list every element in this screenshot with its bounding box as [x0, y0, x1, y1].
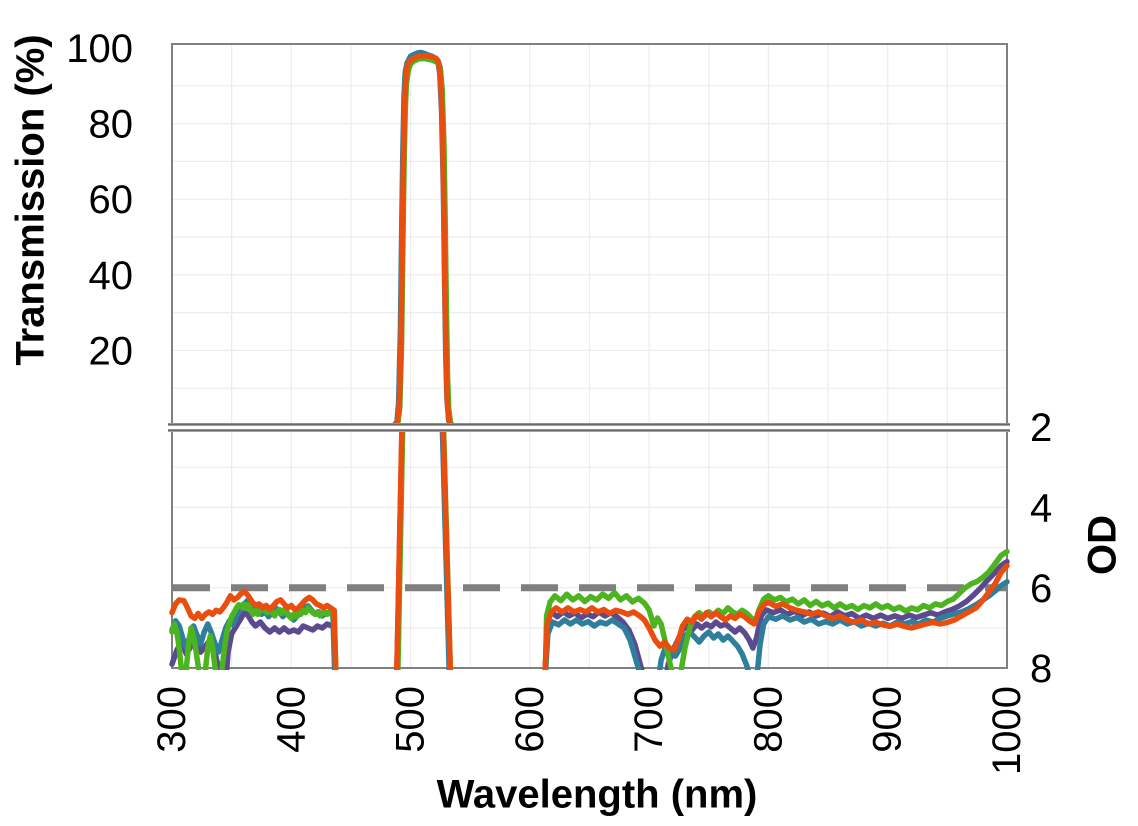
trace-orange-transmission-peak — [391, 52, 454, 425]
plot-border — [171, 43, 1008, 669]
trace-orange-od-segment — [169, 589, 339, 670]
axis-break-mask — [166, 423, 1013, 432]
y-left-tick-label: 60 — [89, 178, 134, 222]
trace-purple-od-segment — [542, 558, 1010, 670]
y-right-tick-label: 2 — [1030, 406, 1052, 450]
x-tick-label: 600 — [508, 686, 552, 753]
x-tick-label: 1000 — [985, 686, 1029, 775]
y-left-tick-label: 20 — [89, 329, 134, 373]
x-tick-label: 400 — [269, 686, 313, 753]
trace-orange-od — [169, 429, 1010, 670]
x-tick-label: 700 — [627, 686, 671, 753]
x-tick-label: 300 — [150, 686, 194, 753]
y-right-tick-label: 4 — [1030, 486, 1052, 530]
trace-green-od-segment — [169, 601, 339, 670]
y-left-tick-label: 80 — [89, 103, 134, 147]
grid — [172, 44, 1007, 668]
y-axis-title-transmission: Transmission (%) — [8, 34, 53, 366]
y-left-tick-label: 40 — [89, 254, 134, 298]
y-axis-title-od: OD — [1080, 515, 1125, 575]
x-tick-label: 500 — [389, 686, 433, 753]
x-axis-title: Wavelength (nm) — [436, 772, 758, 817]
y-right-tick-label: 8 — [1030, 647, 1052, 691]
y-left-tick-label: 100 — [66, 27, 133, 71]
trace-purple-od-segment — [169, 609, 339, 670]
trace-orange-transmission — [391, 52, 454, 425]
x-tick-label: 800 — [746, 686, 790, 753]
trace-orange-od-segment — [394, 429, 454, 670]
trace-orange-od-segment — [542, 562, 1010, 670]
x-tick-label: 900 — [866, 686, 910, 753]
y-right-tick-label: 6 — [1030, 567, 1052, 611]
